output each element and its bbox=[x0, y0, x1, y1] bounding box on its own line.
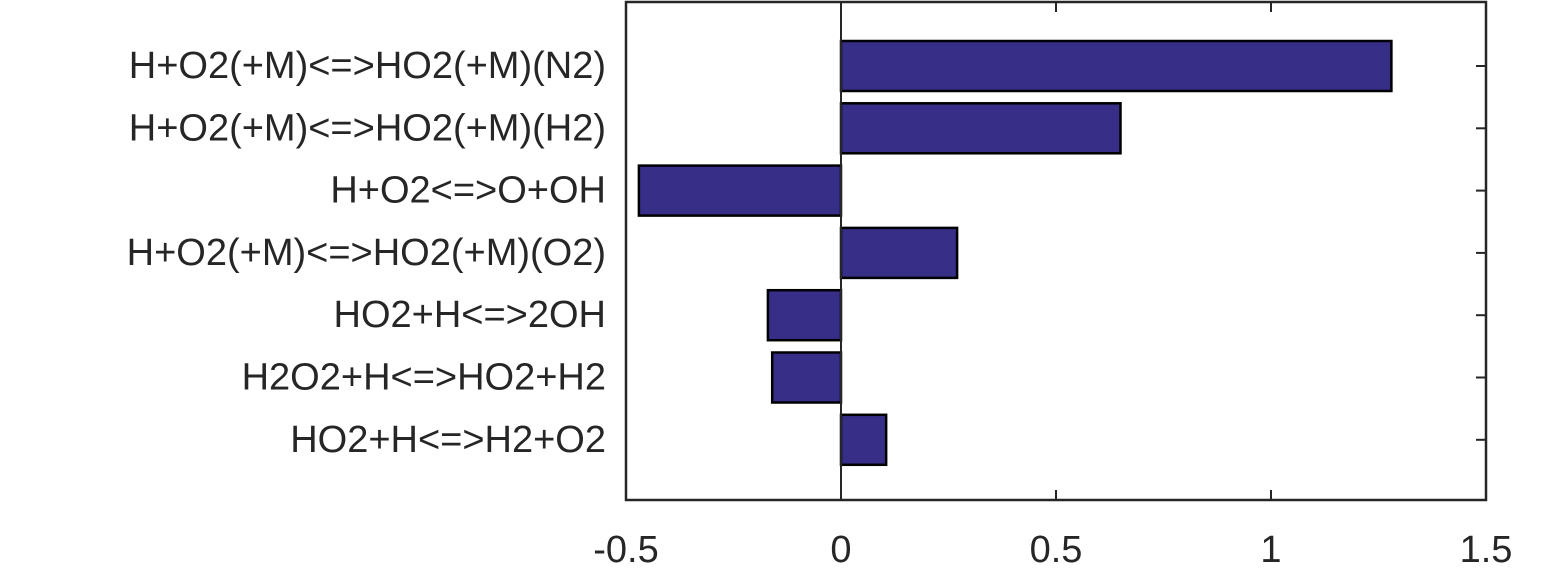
bar bbox=[839, 226, 959, 280]
bar bbox=[766, 288, 843, 342]
bar bbox=[637, 164, 843, 217]
x-tick-label: 1 bbox=[1260, 529, 1281, 571]
x-tick-label: 0.5 bbox=[1030, 529, 1083, 571]
bar bbox=[839, 413, 888, 467]
x-tick-label: -0.5 bbox=[593, 529, 658, 571]
tick-labels: -0.5 0 0.5 1 1.5 bbox=[593, 529, 1512, 571]
category-label: H+O2(+M)<=>HO2(+M)(O2) bbox=[127, 232, 606, 274]
category-label: H+O2<=>O+OH bbox=[330, 170, 606, 212]
bars-group bbox=[637, 39, 1393, 467]
bar bbox=[770, 351, 843, 404]
category-labels: H+O2(+M)<=>HO2(+M)(N2) H+O2(+M)<=>HO2(+M)… bbox=[127, 45, 606, 461]
ticks-group bbox=[625, 2, 1487, 500]
category-label: HO2+H<=>2OH bbox=[334, 294, 606, 336]
x-tick-label: 0 bbox=[830, 529, 851, 571]
bar bbox=[839, 102, 1122, 155]
bar bbox=[839, 39, 1393, 93]
x-tick-label: 1.5 bbox=[1460, 529, 1513, 571]
category-label: H+O2(+M)<=>HO2(+M)(H2) bbox=[129, 107, 606, 149]
category-label: H2O2+H<=>HO2+H2 bbox=[242, 357, 606, 399]
category-label: HO2+H<=>H2+O2 bbox=[290, 419, 606, 461]
category-label: H+O2(+M)<=>HO2(+M)(N2) bbox=[129, 45, 606, 87]
